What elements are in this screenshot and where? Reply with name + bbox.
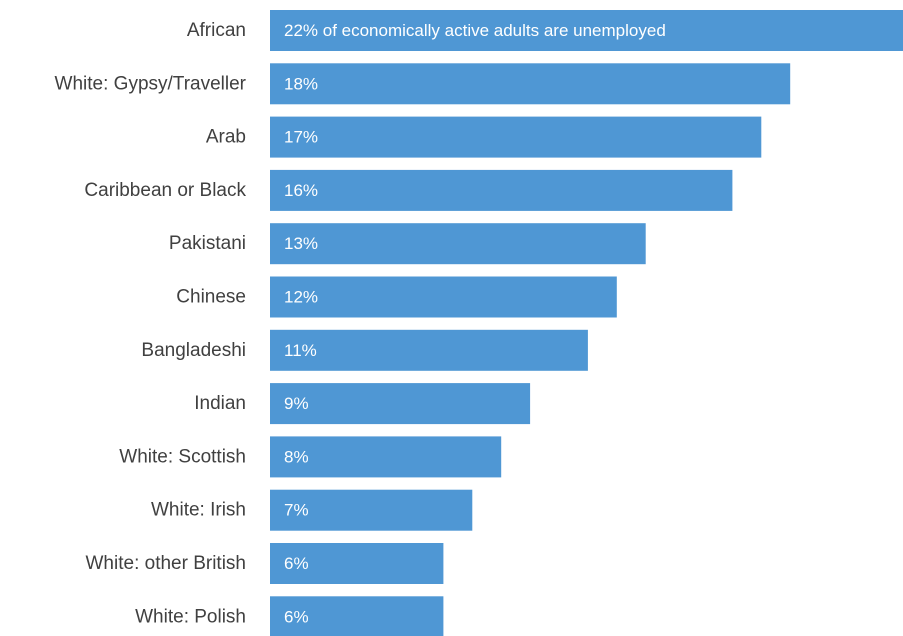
bar-indian [270, 383, 531, 425]
category-label-arab: Arab [206, 127, 246, 148]
category-label-african: African [187, 20, 246, 41]
category-label-indian: Indian [194, 393, 246, 414]
category-label-bangladeshi: Bangladeshi [141, 340, 246, 361]
bar-white-polish [270, 596, 444, 636]
category-label-white-polish: White: Polish [135, 606, 246, 627]
data-label-bangladeshi: 11% [284, 341, 317, 360]
data-label-chinese: 12% [284, 288, 318, 307]
bar-arab [270, 116, 762, 158]
bar-bangladeshi [270, 329, 588, 371]
data-label-white-gypsy-traveller: 18% [284, 74, 318, 93]
category-label-white-other-british: White: other British [86, 553, 247, 574]
data-label-arab: 17% [284, 128, 318, 147]
category-label-caribbean-or-black: Caribbean or Black [84, 180, 246, 201]
category-label-pakistani: Pakistani [169, 233, 246, 254]
data-label-pakistani: 13% [284, 234, 318, 253]
bar-african [270, 10, 903, 51]
category-label-white-irish: White: Irish [151, 500, 246, 521]
data-label-caribbean-or-black: 16% [284, 181, 318, 200]
data-label-white-other-british: 6% [284, 554, 309, 573]
category-label-chinese: Chinese [176, 287, 246, 308]
bar-white-scottish [270, 436, 502, 478]
data-label-indian: 9% [284, 394, 309, 413]
data-label-white-scottish: 8% [284, 447, 309, 466]
data-label-african: 22% of economically active adults are un… [284, 21, 666, 40]
category-label-white-scottish: White: Scottish [119, 446, 246, 467]
bar-chinese [270, 276, 617, 318]
bar-pakistani [270, 223, 646, 265]
bar-white-gypsy-traveller [270, 63, 791, 105]
bar-white-irish [270, 489, 473, 531]
bar-caribbean-or-black [270, 169, 733, 211]
category-label-white-gypsy-traveller: White: Gypsy/Traveller [55, 73, 247, 94]
data-label-white-irish: 7% [284, 501, 309, 520]
bar-white-other-british [270, 543, 444, 584]
data-label-white-polish: 6% [284, 607, 309, 626]
